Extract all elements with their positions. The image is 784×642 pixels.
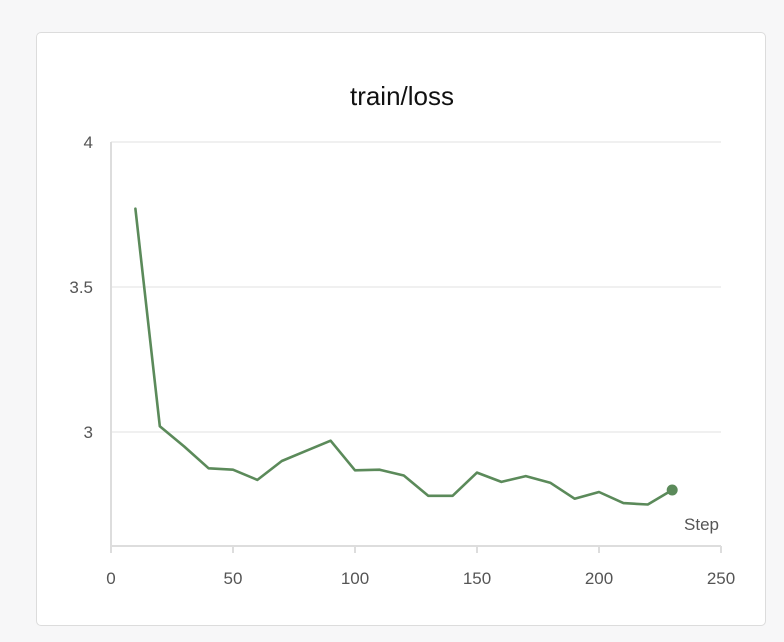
x-tick-label: 150 — [463, 569, 491, 588]
x-axis-label: Step — [684, 515, 719, 534]
y-tick-label: 4 — [84, 133, 93, 152]
x-tick-label: 250 — [707, 569, 735, 588]
series-line — [134, 207, 674, 506]
x-tick-label: 100 — [341, 569, 369, 588]
y-tick-label: 3.5 — [69, 278, 93, 297]
x-tick-label: 50 — [224, 569, 243, 588]
chart-title: train/loss — [349, 81, 455, 111]
x-tick-label: 0 — [106, 569, 115, 588]
last-point-marker — [666, 484, 678, 496]
chart-panel: train/loss — [36, 32, 766, 626]
x-tick-label: 200 — [585, 569, 613, 588]
y-tick-label: 3 — [84, 423, 93, 442]
